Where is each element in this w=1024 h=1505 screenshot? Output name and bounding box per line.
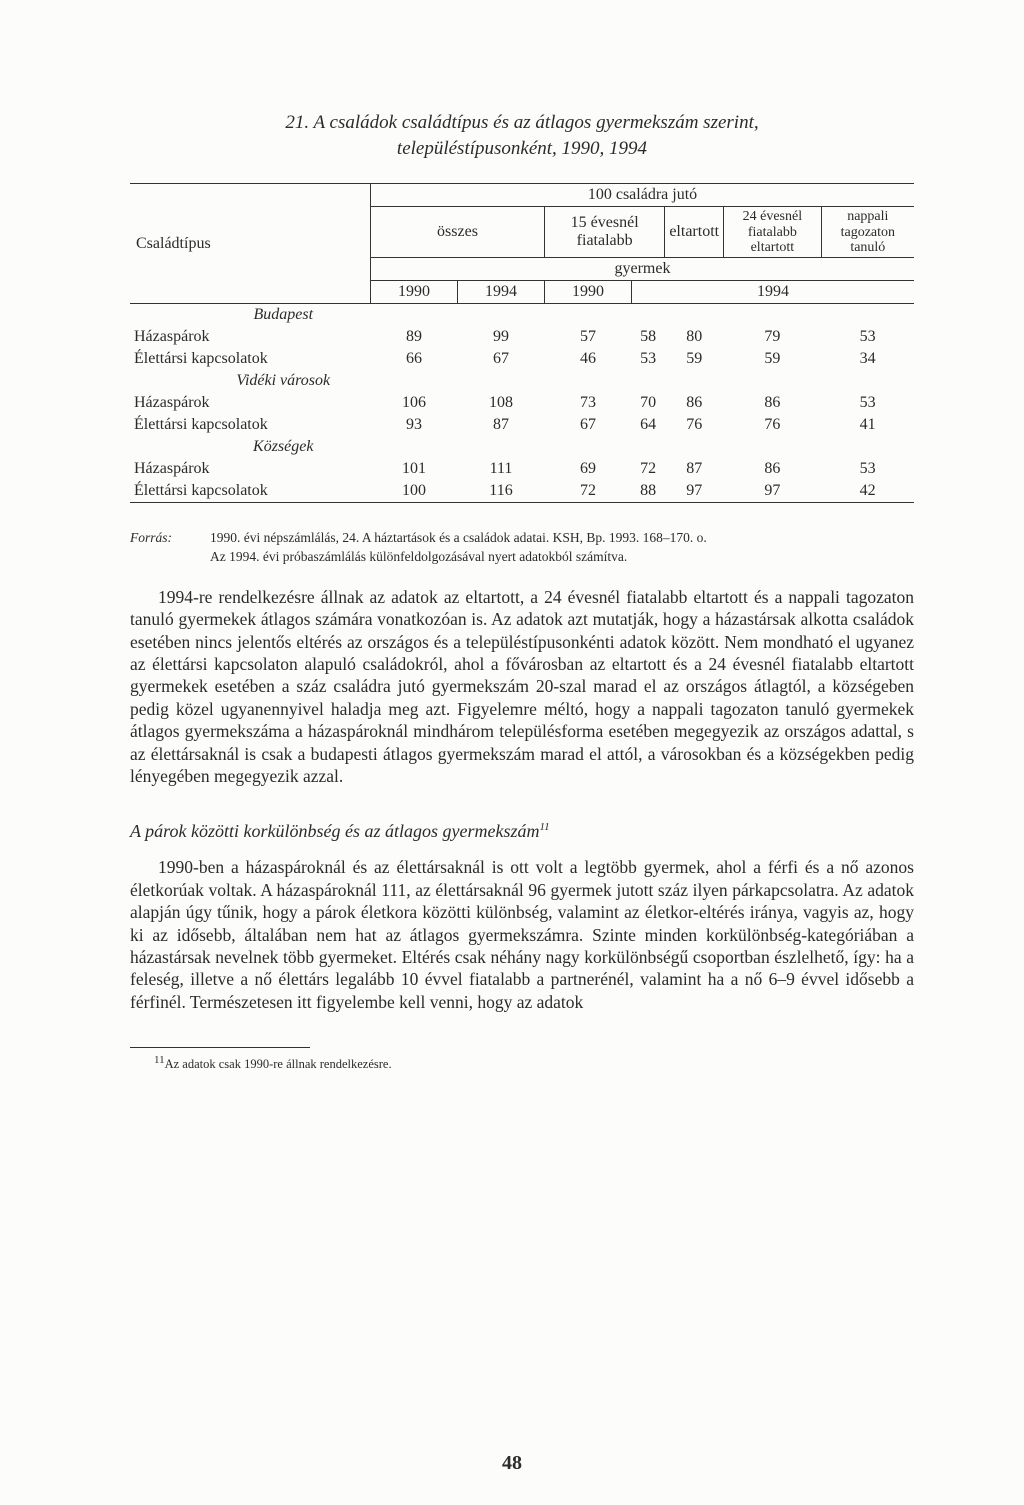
cell: 111: [458, 458, 545, 480]
cell: 34: [821, 348, 914, 370]
cell: 53: [632, 348, 665, 370]
cell: 59: [665, 348, 724, 370]
section-videki: Vidéki városok: [130, 370, 371, 392]
cell: 116: [458, 480, 545, 503]
cell: 72: [632, 458, 665, 480]
title-line-1: 21. A családok családtípus és az átlagos…: [285, 112, 758, 133]
cell: 58: [632, 326, 665, 348]
title-line-2: településtípusonként, 1990, 1994: [397, 138, 647, 159]
source-line-2: Az 1994. évi próbaszámlálás különfeldolg…: [210, 549, 627, 564]
cell: 101: [371, 458, 458, 480]
footnote-text: Az adatok csak 1990-re állnak rendelkezé…: [165, 1057, 392, 1071]
cell: 87: [458, 414, 545, 436]
cell: 86: [724, 392, 822, 414]
cell: 93: [371, 414, 458, 436]
cell: 88: [632, 480, 665, 503]
source-label: Forrás:: [130, 529, 210, 565]
cell: 100: [371, 480, 458, 503]
cell: 72: [545, 480, 632, 503]
source-text: 1990. évi népszámlálás, 24. A háztartáso…: [210, 529, 707, 565]
cell: 57: [545, 326, 632, 348]
cell: 76: [665, 414, 724, 436]
source-line-1: 1990. évi népszámlálás, 24. A háztartáso…: [210, 530, 707, 545]
cell: 67: [458, 348, 545, 370]
cell: 89: [371, 326, 458, 348]
row-label: Élettársi kapcsolatok: [130, 414, 371, 436]
source-footnote: Forrás: 1990. évi népszámlálás, 24. A há…: [130, 529, 914, 565]
header-gyermek: gyermek: [371, 258, 915, 281]
cell: 53: [821, 458, 914, 480]
data-table: Családtípus 100 családra jutó összes 15 …: [130, 183, 914, 503]
page: 21. A családok családtípus és az átlagos…: [0, 0, 1024, 1505]
row-label: Házaspárok: [130, 392, 371, 414]
table-row: Élettársi kapcsolatok 100 116 72 88 97 9…: [130, 480, 914, 503]
cell: 97: [724, 480, 822, 503]
table-row: Élettársi kapcsolatok 93 87 67 64 76 76 …: [130, 414, 914, 436]
cell: 106: [371, 392, 458, 414]
subheading-text: A párok közötti korkülönbség és az átlag…: [130, 821, 539, 841]
row-label: Élettársi kapcsolatok: [130, 480, 371, 503]
cell: 53: [821, 326, 914, 348]
cell: 86: [665, 392, 724, 414]
section-kozsegek: Községek: [130, 436, 371, 458]
cell: 42: [821, 480, 914, 503]
col-eltartott: eltartott: [665, 207, 724, 258]
cell: 99: [458, 326, 545, 348]
cell: 79: [724, 326, 822, 348]
year-1990-a: 1990: [371, 281, 458, 304]
cell: 67: [545, 414, 632, 436]
cell: 87: [665, 458, 724, 480]
row-label: Élettársi kapcsolatok: [130, 348, 371, 370]
col-family-type: Családtípus: [130, 184, 371, 304]
cell: 76: [724, 414, 822, 436]
body-paragraph-1: 1994-re rendelkezésre állnak az adatok a…: [130, 586, 914, 788]
cell: 97: [665, 480, 724, 503]
cell: 73: [545, 392, 632, 414]
cell: 70: [632, 392, 665, 414]
table-row: Házaspárok 106 108 73 70 86 86 53: [130, 392, 914, 414]
year-1990-b: 1990: [545, 281, 632, 304]
subheading: A párok közötti korkülönbség és az átlag…: [130, 821, 914, 842]
row-label: Házaspárok: [130, 326, 371, 348]
cell: 46: [545, 348, 632, 370]
cell: 66: [371, 348, 458, 370]
col-24fiatalabb: 24 évesnél fiatalabb eltartott: [724, 207, 822, 258]
cell: 64: [632, 414, 665, 436]
header-per100: 100 családra jutó: [371, 184, 915, 207]
cell: 80: [665, 326, 724, 348]
col-tanulo: nappali tagozaton tanuló: [821, 207, 914, 258]
year-1994-a: 1994: [458, 281, 545, 304]
page-number: 48: [0, 1452, 1024, 1475]
body-paragraph-2: 1990-ben a házaspároknál és az élettársa…: [130, 856, 914, 1013]
cell: 53: [821, 392, 914, 414]
cell: 69: [545, 458, 632, 480]
row-label: Házaspárok: [130, 458, 371, 480]
table-row: Házaspárok 101 111 69 72 87 86 53: [130, 458, 914, 480]
table-row: Élettársi kapcsolatok 66 67 46 53 59 59 …: [130, 348, 914, 370]
col-15fiatalabb: 15 évesnél fiatalabb: [545, 207, 665, 258]
footnote-separator: [130, 1047, 310, 1048]
footnote-number: 11: [154, 1054, 165, 1066]
table-title: 21. A családok családtípus és az átlagos…: [212, 110, 832, 161]
cell: 59: [724, 348, 822, 370]
cell: 108: [458, 392, 545, 414]
year-1994-b: 1994: [632, 281, 915, 304]
col-osszes: összes: [371, 207, 545, 258]
section-budapest: Budapest: [130, 304, 371, 327]
cell: 41: [821, 414, 914, 436]
subheading-footnote-ref: 11: [539, 821, 549, 833]
table-row: Házaspárok 89 99 57 58 80 79 53: [130, 326, 914, 348]
bottom-footnote: 11Az adatok csak 1990-re állnak rendelke…: [154, 1054, 914, 1072]
cell: 86: [724, 458, 822, 480]
